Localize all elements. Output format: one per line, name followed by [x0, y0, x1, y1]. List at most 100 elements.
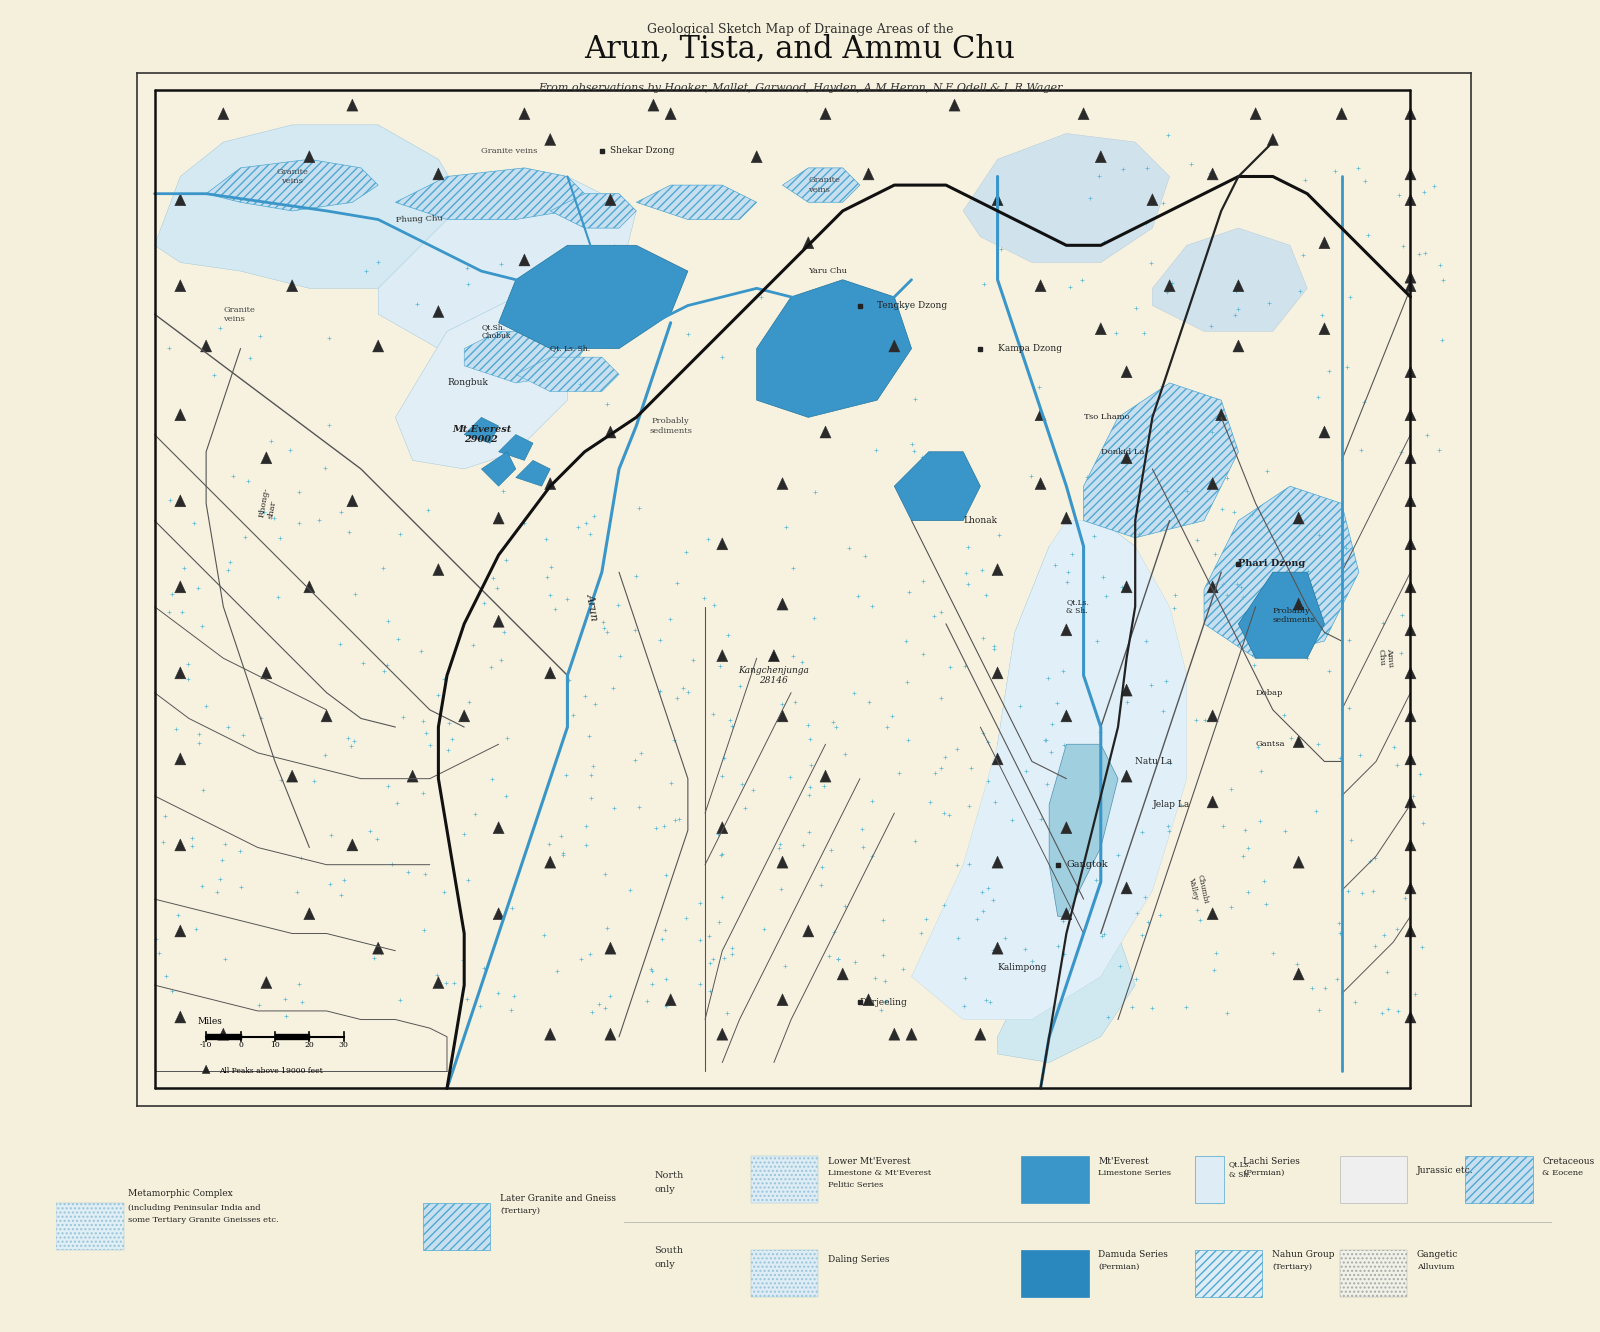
Polygon shape — [347, 494, 358, 507]
Polygon shape — [992, 856, 1003, 868]
Text: Gantsa: Gantsa — [1256, 741, 1285, 749]
Text: some Tertiary Granite Gneisses etc.: some Tertiary Granite Gneisses etc. — [128, 1216, 278, 1224]
Polygon shape — [1094, 151, 1106, 163]
Text: (Tertiary): (Tertiary) — [1272, 1263, 1312, 1271]
Polygon shape — [174, 753, 186, 765]
Text: Dobap: Dobap — [1256, 689, 1283, 697]
Polygon shape — [434, 976, 443, 988]
Text: Kangchenjunga
28146: Kangchenjunga 28146 — [739, 666, 810, 685]
Polygon shape — [803, 924, 814, 936]
Polygon shape — [202, 1066, 210, 1074]
Polygon shape — [1050, 745, 1118, 916]
Bar — [56, 1203, 123, 1251]
Polygon shape — [395, 297, 568, 469]
Text: Daling Series: Daling Series — [829, 1255, 890, 1264]
Text: All Peaks above 19000 feet: All Peaks above 19000 feet — [219, 1067, 323, 1075]
Polygon shape — [499, 434, 533, 461]
Polygon shape — [648, 99, 659, 111]
Text: Probably
sediments: Probably sediments — [650, 417, 693, 434]
Bar — [750, 1156, 819, 1203]
Polygon shape — [768, 650, 779, 662]
Polygon shape — [1206, 797, 1218, 809]
Polygon shape — [1405, 272, 1416, 284]
Text: Arun, Tista, and Ammu Chu: Arun, Tista, and Ammu Chu — [584, 33, 1016, 64]
Polygon shape — [261, 667, 272, 679]
Text: only: only — [654, 1184, 675, 1193]
Text: Rhong-
shar: Rhong- shar — [258, 488, 280, 519]
Polygon shape — [992, 942, 1003, 954]
Polygon shape — [819, 770, 830, 782]
Text: Granite
veins: Granite veins — [808, 177, 840, 193]
Polygon shape — [174, 1011, 186, 1023]
Text: Kampa Dzong: Kampa Dzong — [997, 344, 1061, 353]
Text: Arun: Arun — [584, 593, 600, 621]
Text: North: North — [654, 1171, 683, 1180]
Text: Gangetic: Gangetic — [1418, 1251, 1458, 1260]
Text: 10: 10 — [270, 1042, 280, 1050]
Polygon shape — [1318, 237, 1330, 249]
Text: & Sh.: & Sh. — [1229, 1171, 1250, 1179]
Bar — [1021, 1251, 1088, 1297]
Polygon shape — [1206, 168, 1218, 180]
Polygon shape — [1405, 623, 1416, 635]
Polygon shape — [373, 942, 384, 954]
Polygon shape — [347, 99, 358, 111]
Polygon shape — [493, 822, 504, 834]
Polygon shape — [974, 1028, 986, 1040]
Polygon shape — [1405, 494, 1416, 507]
Polygon shape — [819, 426, 830, 438]
Polygon shape — [464, 417, 499, 444]
Text: Gangtok: Gangtok — [1066, 860, 1109, 870]
Polygon shape — [862, 994, 874, 1006]
Text: Pelitic Series: Pelitic Series — [829, 1180, 883, 1188]
Polygon shape — [544, 856, 555, 868]
Polygon shape — [200, 340, 211, 352]
Text: 30: 30 — [339, 1042, 349, 1050]
Polygon shape — [174, 193, 186, 205]
Polygon shape — [1216, 409, 1227, 421]
Bar — [750, 1251, 819, 1297]
Polygon shape — [1206, 478, 1218, 490]
Text: South: South — [654, 1245, 683, 1255]
Polygon shape — [518, 108, 530, 120]
Text: Yaru Chu: Yaru Chu — [808, 268, 848, 276]
Polygon shape — [837, 968, 848, 980]
Polygon shape — [515, 357, 619, 392]
Polygon shape — [1061, 511, 1072, 523]
Polygon shape — [544, 478, 555, 490]
Text: Donkid La: Donkid La — [1101, 448, 1144, 456]
Polygon shape — [174, 581, 186, 593]
Polygon shape — [1234, 340, 1245, 352]
Polygon shape — [992, 753, 1003, 765]
Polygon shape — [434, 563, 443, 575]
Polygon shape — [605, 426, 616, 438]
Polygon shape — [1206, 710, 1218, 722]
Polygon shape — [1152, 228, 1307, 332]
Polygon shape — [1267, 133, 1278, 145]
Polygon shape — [322, 710, 333, 722]
Polygon shape — [261, 976, 272, 988]
Polygon shape — [1165, 280, 1174, 292]
Polygon shape — [1318, 322, 1330, 334]
Text: Phari Dzong: Phari Dzong — [1238, 559, 1306, 569]
Polygon shape — [1405, 1011, 1416, 1023]
Text: (Permian): (Permian) — [1098, 1263, 1139, 1271]
Polygon shape — [1318, 426, 1330, 438]
Text: Limestone & Mt'Everest: Limestone & Mt'Everest — [829, 1169, 931, 1177]
Polygon shape — [717, 822, 728, 834]
Polygon shape — [717, 1028, 728, 1040]
Polygon shape — [1293, 856, 1304, 868]
Polygon shape — [666, 108, 677, 120]
Polygon shape — [206, 160, 378, 210]
Polygon shape — [1293, 968, 1304, 980]
Text: (Tertiary): (Tertiary) — [499, 1207, 539, 1215]
Text: Darjeeling: Darjeeling — [859, 998, 907, 1007]
Polygon shape — [992, 563, 1003, 575]
Polygon shape — [1293, 598, 1304, 610]
Polygon shape — [1205, 486, 1358, 658]
Polygon shape — [304, 907, 315, 919]
Text: Mt'Everest: Mt'Everest — [1098, 1156, 1149, 1166]
Text: Geological Sketch Map of Drainage Areas of the: Geological Sketch Map of Drainage Areas … — [646, 23, 954, 36]
Polygon shape — [1405, 280, 1416, 292]
Polygon shape — [803, 237, 814, 249]
